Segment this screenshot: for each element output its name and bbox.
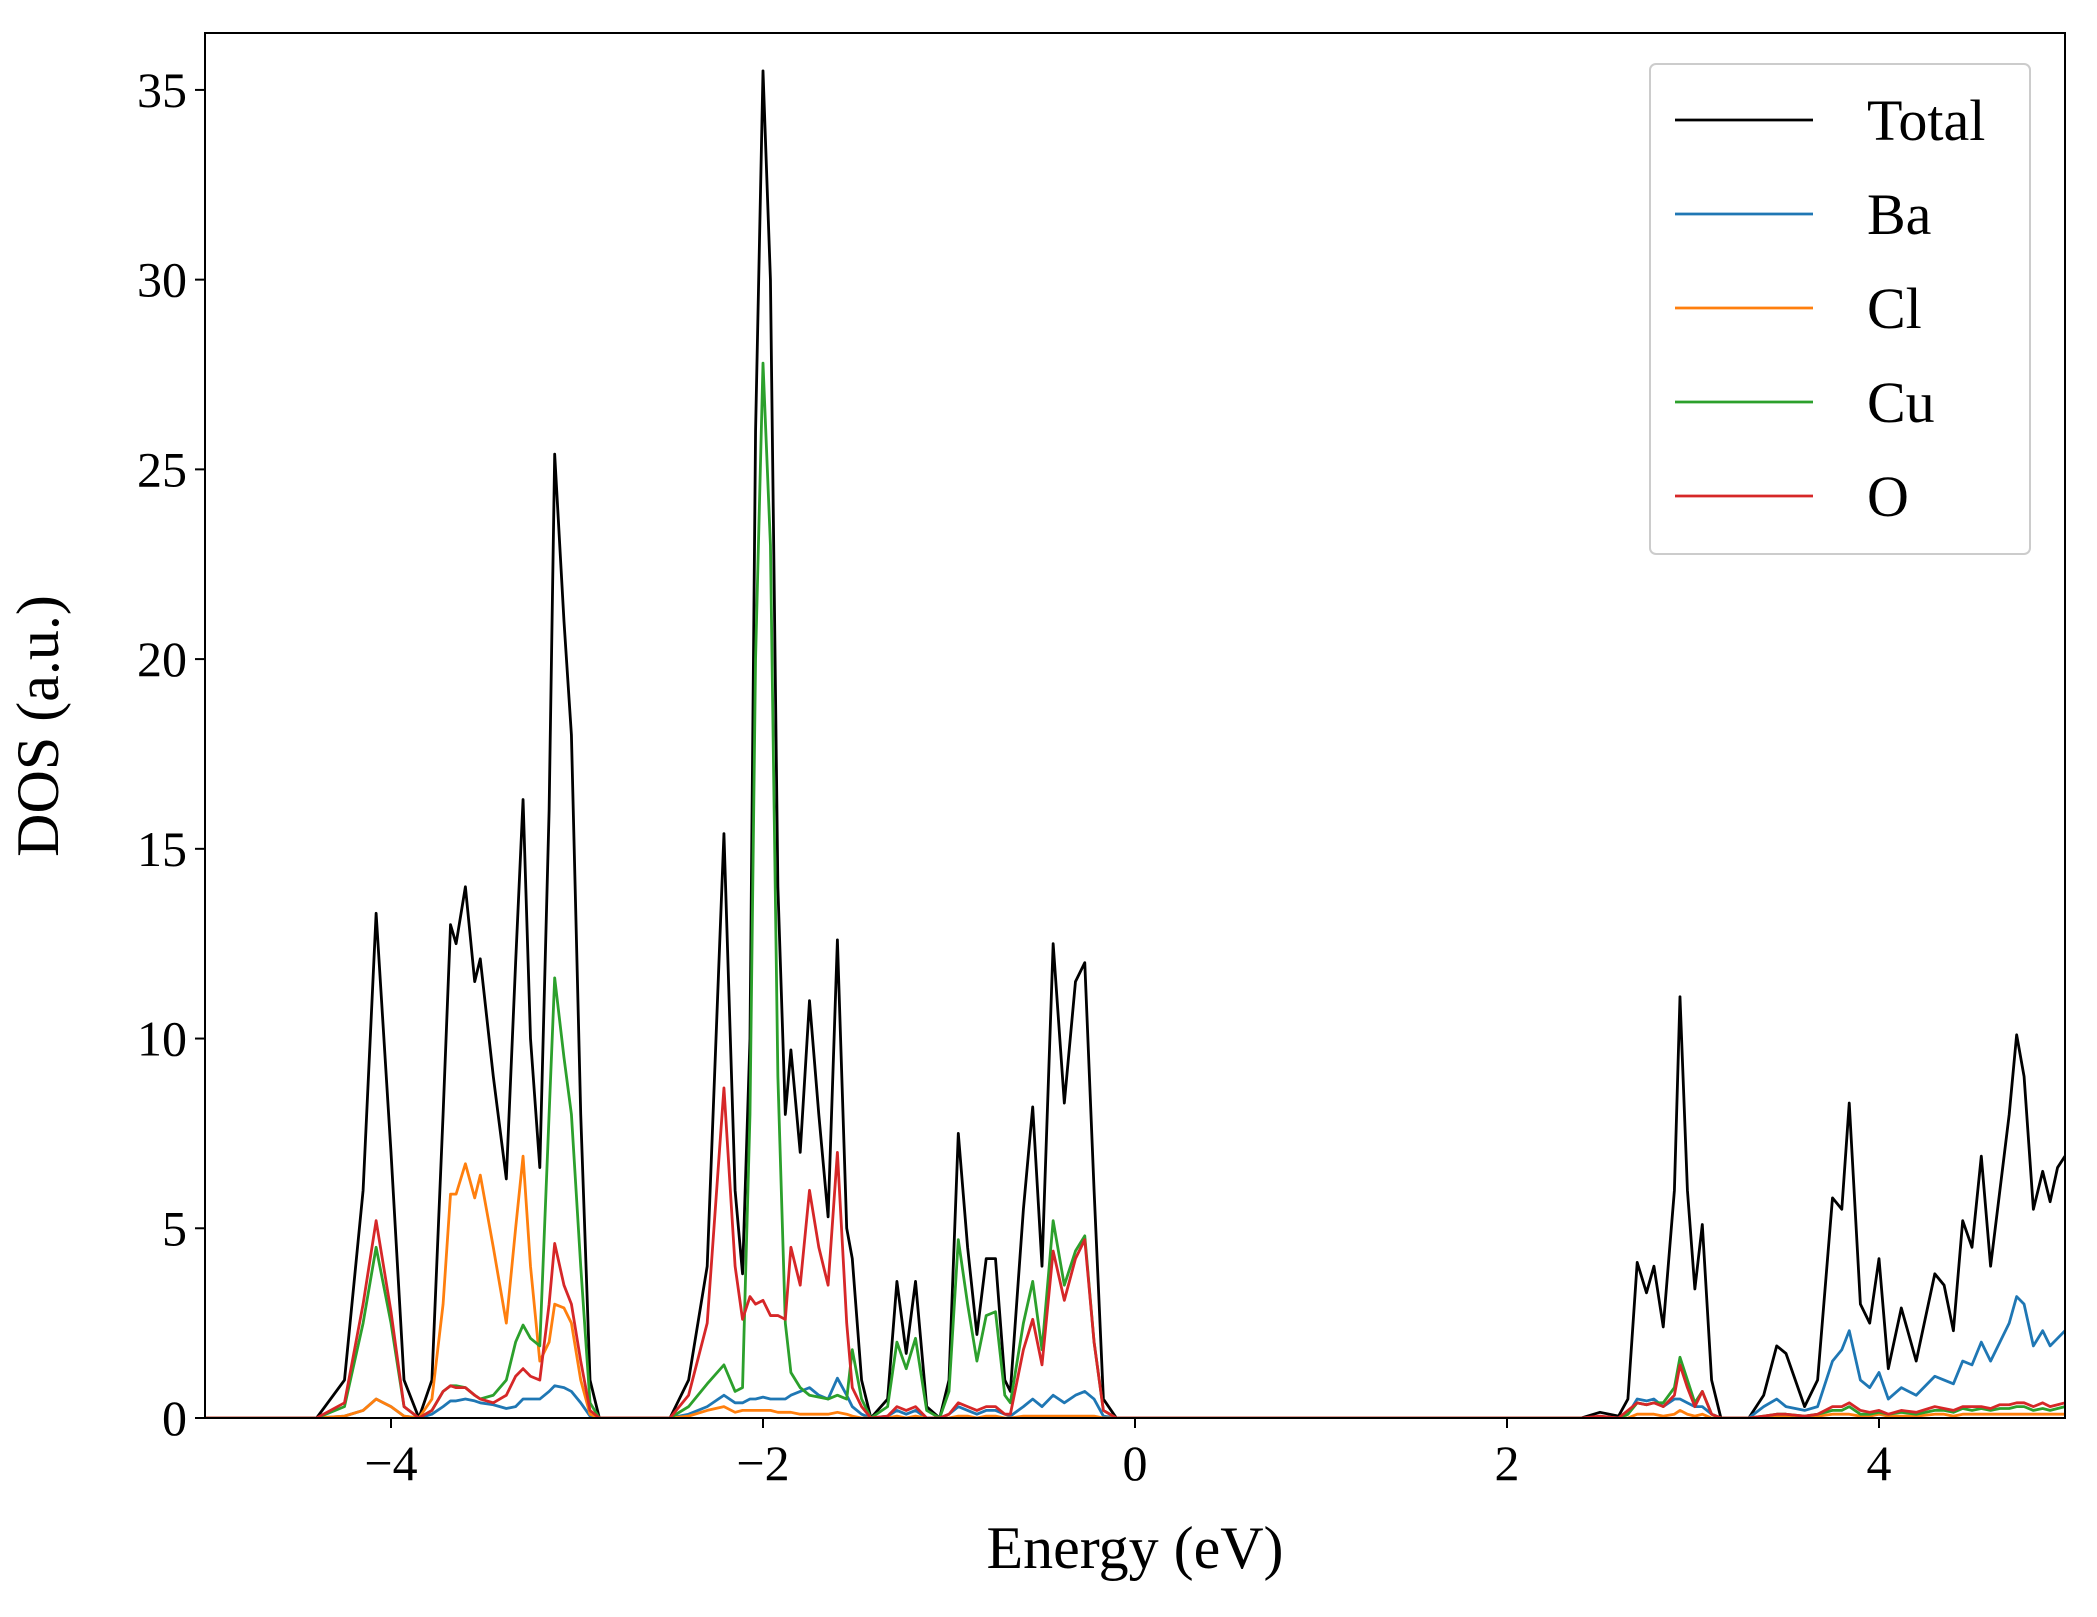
y-tick-label: 5 (162, 1200, 187, 1256)
x-tick-label: 2 (1495, 1435, 1520, 1491)
legend-label: Ba (1867, 182, 1931, 247)
legend-label: Total (1867, 88, 1985, 153)
legend-box (1649, 63, 2031, 555)
x-axis-label: Energy (eV) (986, 1515, 1283, 1581)
x-tick-label: 0 (1123, 1435, 1148, 1491)
y-tick-label: 35 (137, 62, 187, 118)
plot-frame (204, 32, 2066, 1419)
series-line (205, 361, 2065, 1418)
y-tick-label: 10 (137, 1011, 187, 1067)
y-tick-label: 30 (137, 252, 187, 308)
legend-label: Cu (1867, 370, 1935, 435)
y-tick-label: 15 (137, 821, 187, 877)
x-tick-label: −2 (736, 1435, 789, 1491)
series-line (205, 69, 2065, 1418)
series-line (205, 1154, 2065, 1418)
y-axis-label: DOS (a.u.) (5, 595, 71, 857)
y-tick-label: 25 (137, 441, 187, 497)
y-tick-label: 20 (137, 631, 187, 687)
y-tick-label: 0 (162, 1390, 187, 1446)
legend-label: O (1867, 464, 1909, 529)
series-line (205, 1295, 2065, 1418)
legend-label: Cl (1867, 276, 1922, 341)
series-line (205, 1086, 2065, 1418)
x-tick-label: −4 (364, 1435, 417, 1491)
x-tick-label: 4 (1867, 1435, 1892, 1491)
